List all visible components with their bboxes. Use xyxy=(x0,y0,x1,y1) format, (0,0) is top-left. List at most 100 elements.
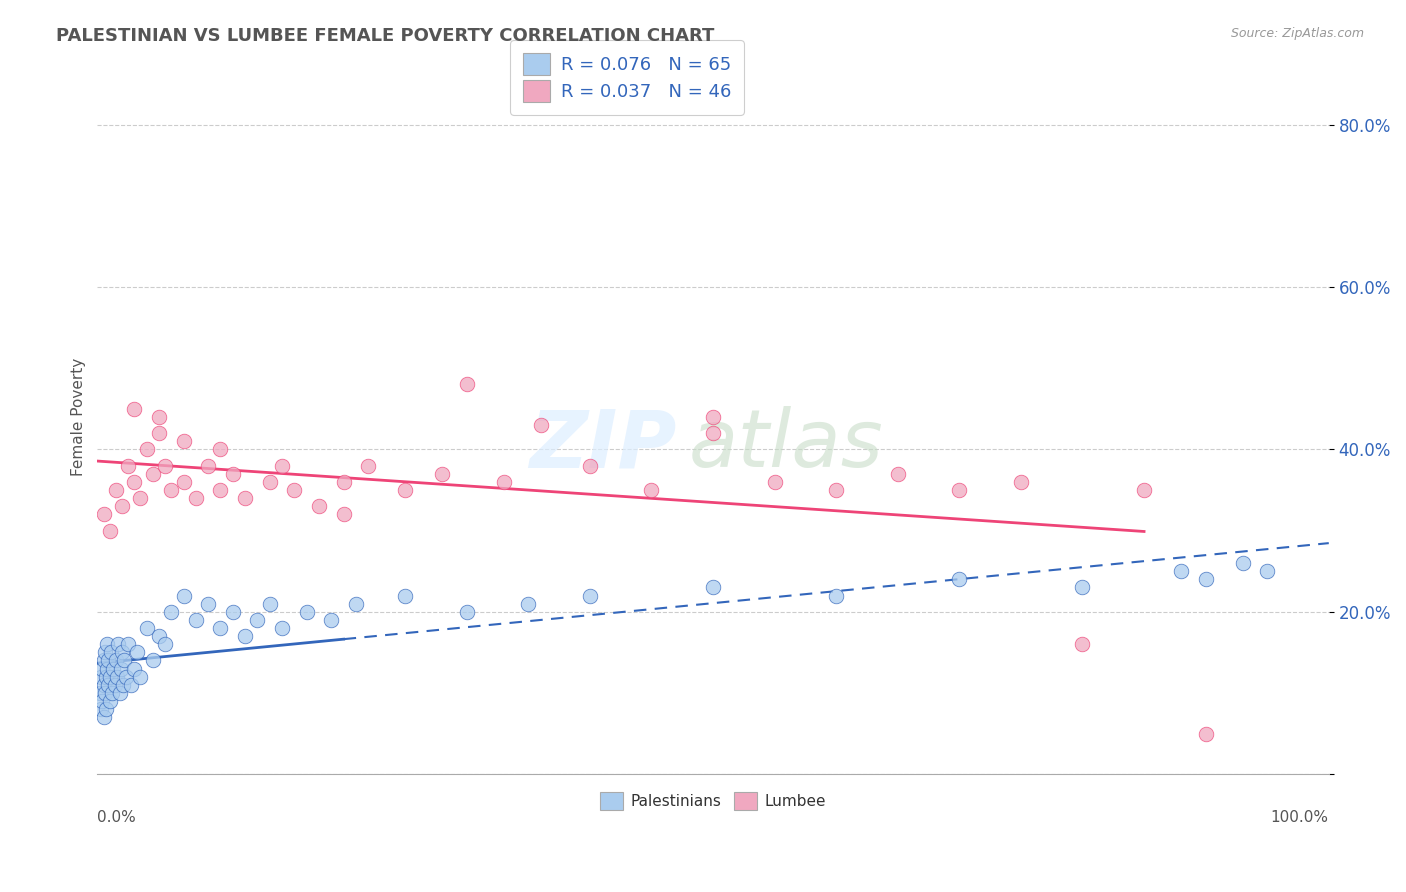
Point xyxy=(108,686,131,700)
Point xyxy=(129,491,152,505)
Point xyxy=(825,483,848,497)
Point xyxy=(98,670,121,684)
Point xyxy=(344,597,367,611)
Point xyxy=(96,637,118,651)
Point xyxy=(110,662,132,676)
Point xyxy=(332,475,354,489)
Point xyxy=(94,702,117,716)
Point xyxy=(394,483,416,497)
Point xyxy=(104,653,127,667)
Point xyxy=(148,629,170,643)
Point xyxy=(90,702,112,716)
Point xyxy=(394,589,416,603)
Point xyxy=(295,605,318,619)
Point xyxy=(97,678,120,692)
Point xyxy=(579,589,602,603)
Point xyxy=(308,499,330,513)
Point xyxy=(160,605,183,619)
Point xyxy=(233,629,256,643)
Text: atlas: atlas xyxy=(689,407,883,484)
Point xyxy=(135,621,157,635)
Point xyxy=(209,442,232,457)
Point xyxy=(100,645,122,659)
Point xyxy=(90,670,112,684)
Point xyxy=(93,710,115,724)
Point xyxy=(135,442,157,457)
Point xyxy=(1194,726,1216,740)
Point xyxy=(148,409,170,424)
Point xyxy=(887,467,910,481)
Point xyxy=(104,483,127,497)
Point xyxy=(93,678,115,692)
Legend: Palestinians, Lumbee: Palestinians, Lumbee xyxy=(595,786,832,816)
Point xyxy=(283,483,305,497)
Point xyxy=(430,467,453,481)
Point xyxy=(763,475,786,489)
Point xyxy=(89,686,111,700)
Point xyxy=(148,426,170,441)
Point xyxy=(1133,483,1156,497)
Point xyxy=(184,491,207,505)
Point xyxy=(117,458,139,473)
Point xyxy=(948,572,970,586)
Point xyxy=(94,670,117,684)
Point xyxy=(1232,556,1254,570)
Point xyxy=(517,597,540,611)
Point xyxy=(579,458,602,473)
Point xyxy=(93,645,115,659)
Point xyxy=(125,645,148,659)
Point xyxy=(271,621,294,635)
Point xyxy=(111,499,134,513)
Point xyxy=(1071,637,1094,651)
Point xyxy=(456,605,478,619)
Point xyxy=(492,475,515,489)
Text: ZIP: ZIP xyxy=(529,407,676,484)
Point xyxy=(114,670,136,684)
Point xyxy=(332,508,354,522)
Point xyxy=(97,653,120,667)
Point xyxy=(114,653,136,667)
Point xyxy=(120,678,142,692)
Point xyxy=(104,678,127,692)
Point xyxy=(1256,564,1278,578)
Point xyxy=(142,653,165,667)
Point xyxy=(117,637,139,651)
Point xyxy=(259,597,281,611)
Point xyxy=(357,458,380,473)
Point xyxy=(825,589,848,603)
Point xyxy=(173,434,195,449)
Point xyxy=(702,409,724,424)
Point xyxy=(124,662,146,676)
Text: 0.0%: 0.0% xyxy=(97,810,136,825)
Point xyxy=(93,686,115,700)
Point xyxy=(93,653,115,667)
Y-axis label: Female Poverty: Female Poverty xyxy=(72,358,86,476)
Point xyxy=(129,670,152,684)
Point xyxy=(91,694,114,708)
Point xyxy=(124,401,146,416)
Point xyxy=(222,605,245,619)
Point xyxy=(197,458,219,473)
Point xyxy=(321,613,343,627)
Point xyxy=(184,613,207,627)
Text: Source: ZipAtlas.com: Source: ZipAtlas.com xyxy=(1230,27,1364,40)
Text: PALESTINIAN VS LUMBEE FEMALE POVERTY CORRELATION CHART: PALESTINIAN VS LUMBEE FEMALE POVERTY COR… xyxy=(56,27,714,45)
Point xyxy=(101,686,124,700)
Point xyxy=(259,475,281,489)
Point xyxy=(1170,564,1192,578)
Point xyxy=(1010,475,1032,489)
Point xyxy=(246,613,269,627)
Text: 100.0%: 100.0% xyxy=(1271,810,1329,825)
Point xyxy=(1071,581,1094,595)
Point xyxy=(153,458,176,473)
Point xyxy=(103,662,125,676)
Point xyxy=(948,483,970,497)
Point xyxy=(640,483,662,497)
Point xyxy=(105,670,128,684)
Point xyxy=(702,581,724,595)
Point xyxy=(271,458,294,473)
Point xyxy=(98,694,121,708)
Point xyxy=(530,417,553,432)
Point xyxy=(91,662,114,676)
Point xyxy=(98,524,121,538)
